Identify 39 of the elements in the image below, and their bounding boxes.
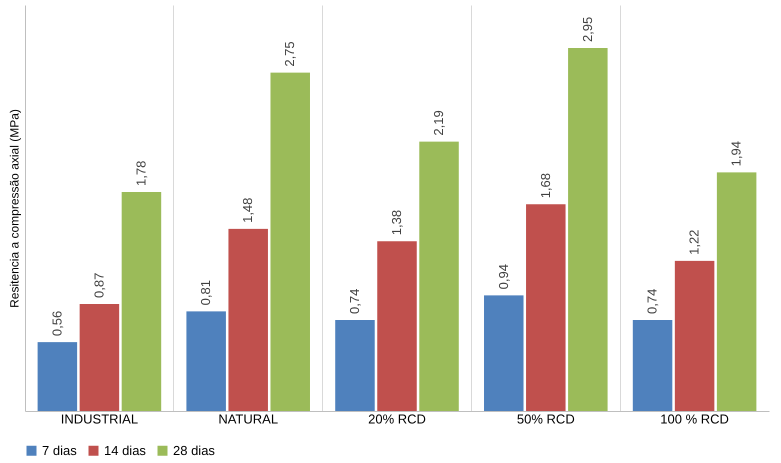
data-label: 0,81	[198, 280, 214, 306]
bar	[674, 260, 714, 411]
data-label: 2,75	[282, 41, 298, 67]
bar	[38, 342, 78, 411]
bar	[186, 311, 226, 411]
x-tick-label: 50% RCD	[516, 412, 575, 426]
bar	[270, 72, 310, 411]
x-tick-label: NATURAL	[218, 412, 278, 426]
data-label: 0,56	[49, 310, 64, 336]
data-label: 1,48	[240, 198, 256, 223]
bar	[526, 204, 566, 411]
data-label: 2,95	[580, 16, 595, 42]
data-label: 0,94	[496, 264, 511, 290]
data-label: 0,87	[91, 272, 106, 298]
data-label: 1,22	[686, 230, 702, 255]
data-label: 1,94	[728, 141, 744, 166]
bar	[484, 295, 524, 411]
data-label: 1,68	[538, 172, 553, 198]
legend-label: 7 dias	[42, 442, 78, 458]
bar	[122, 192, 162, 411]
x-tick-label: 20% RCD	[368, 412, 426, 426]
bar	[568, 48, 608, 411]
data-label: 2,19	[431, 110, 446, 136]
data-label: 0,74	[346, 288, 362, 314]
legend-label: 14 dias	[104, 442, 146, 458]
bar	[335, 320, 375, 411]
bar	[419, 142, 459, 411]
data-label: 0,74	[644, 288, 660, 314]
bar	[228, 228, 268, 411]
x-tick-label: 100 % RCD	[660, 412, 729, 426]
bar	[716, 172, 756, 411]
legend-label: 28 dias	[173, 442, 216, 458]
data-label: 1,38	[389, 210, 404, 236]
bar	[632, 320, 672, 411]
bar	[377, 241, 417, 411]
data-label: 1,78	[133, 160, 148, 186]
bar	[80, 304, 120, 411]
y-axis-title: Resitencia a compressão axial (MPa)	[8, 109, 22, 308]
x-tick-label: INDUSTRIAL	[60, 412, 138, 426]
